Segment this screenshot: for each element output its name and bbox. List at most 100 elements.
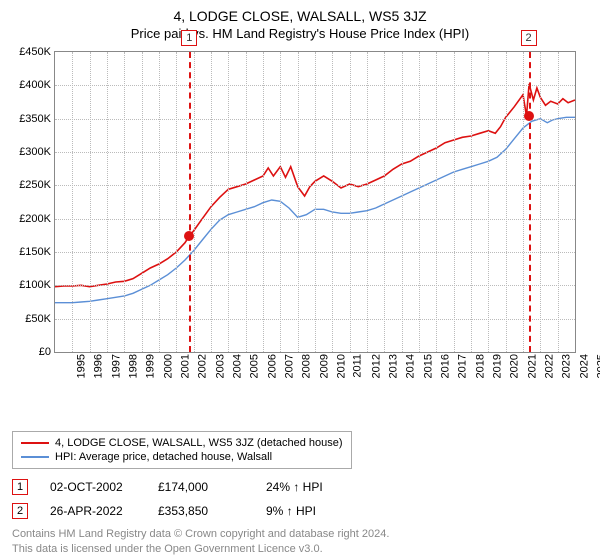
event-row: 2 26-APR-2022 £353,850 9% ↑ HPI xyxy=(12,503,588,519)
x-axis-label: 2001 xyxy=(179,354,191,378)
x-gridline xyxy=(211,52,212,352)
y-axis-label: £150K xyxy=(19,246,55,258)
x-gridline xyxy=(471,52,472,352)
events-table: 1 02-OCT-2002 £174,000 24% ↑ HPI 2 26-AP… xyxy=(12,479,588,519)
x-gridline xyxy=(454,52,455,352)
x-gridline xyxy=(558,52,559,352)
event-marker-badge: 2 xyxy=(521,30,537,46)
x-axis-label: 2006 xyxy=(266,354,278,378)
x-axis-label: 2015 xyxy=(422,354,434,378)
x-axis-label: 2008 xyxy=(301,354,313,378)
x-gridline xyxy=(332,52,333,352)
legend-label: 4, LODGE CLOSE, WALSALL, WS5 3JZ (detach… xyxy=(55,437,343,449)
x-gridline xyxy=(384,52,385,352)
x-gridline xyxy=(159,52,160,352)
x-gridline xyxy=(228,52,229,352)
x-axis-label: 2017 xyxy=(457,354,469,378)
y-axis-label: £250K xyxy=(19,179,55,191)
x-gridline xyxy=(523,52,524,352)
event-price: £353,850 xyxy=(158,504,248,518)
x-axis-label: 1996 xyxy=(93,354,105,378)
legend-swatch xyxy=(21,442,49,444)
attribution-line: Contains HM Land Registry data © Crown c… xyxy=(12,527,588,542)
event-marker-dot xyxy=(184,231,194,241)
x-axis-label: 2002 xyxy=(197,354,209,378)
x-axis-label: 2021 xyxy=(526,354,538,378)
x-gridline xyxy=(402,52,403,352)
x-axis-label: 2024 xyxy=(578,354,590,378)
event-date: 02-OCT-2002 xyxy=(50,480,140,494)
event-delta: 24% ↑ HPI xyxy=(266,480,356,494)
event-marker-dot xyxy=(524,111,534,121)
y-axis-label: £300K xyxy=(19,146,55,158)
x-gridline xyxy=(506,52,507,352)
x-gridline xyxy=(540,52,541,352)
x-axis-label: 2019 xyxy=(491,354,503,378)
event-marker-line xyxy=(189,52,191,352)
y-axis-label: £100K xyxy=(19,279,55,291)
x-axis-label: 2004 xyxy=(231,354,243,378)
x-axis-label: 2009 xyxy=(318,354,330,378)
y-axis-label: £350K xyxy=(19,113,55,125)
event-date: 26-APR-2022 xyxy=(50,504,140,518)
y-axis-label: £200K xyxy=(19,213,55,225)
x-gridline xyxy=(142,52,143,352)
x-gridline xyxy=(124,52,125,352)
chart-title: 4, LODGE CLOSE, WALSALL, WS5 3JZ xyxy=(12,8,588,24)
x-axis-label: 2011 xyxy=(352,354,364,378)
x-axis-label: 2013 xyxy=(387,354,399,378)
y-axis-label: £400K xyxy=(19,79,55,91)
x-gridline xyxy=(436,52,437,352)
x-axis-label: 1997 xyxy=(110,354,122,378)
plot-area: £0£50K£100K£150K£200K£250K£300K£350K£400… xyxy=(54,51,576,353)
attribution: Contains HM Land Registry data © Crown c… xyxy=(12,527,588,557)
x-gridline xyxy=(246,52,247,352)
x-axis-label: 1999 xyxy=(145,354,157,378)
x-axis-label: 2020 xyxy=(509,354,521,378)
event-badge: 2 xyxy=(12,503,28,519)
x-gridline xyxy=(90,52,91,352)
y-axis-label: £50K xyxy=(25,313,55,325)
x-gridline xyxy=(419,52,420,352)
event-badge: 1 xyxy=(12,479,28,495)
x-gridline xyxy=(488,52,489,352)
x-gridline xyxy=(280,52,281,352)
x-gridline xyxy=(194,52,195,352)
x-gridline xyxy=(72,52,73,352)
x-axis-label: 1998 xyxy=(127,354,139,378)
x-gridline xyxy=(367,52,368,352)
legend-label: HPI: Average price, detached house, Wals… xyxy=(55,451,272,463)
x-gridline xyxy=(263,52,264,352)
event-marker-line xyxy=(529,52,531,352)
legend-item: 4, LODGE CLOSE, WALSALL, WS5 3JZ (detach… xyxy=(21,436,343,450)
x-axis-label: 2003 xyxy=(214,354,226,378)
legend-item: HPI: Average price, detached house, Wals… xyxy=(21,450,343,464)
x-gridline xyxy=(107,52,108,352)
x-gridline xyxy=(298,52,299,352)
x-axis-label: 2007 xyxy=(283,354,295,378)
event-row: 1 02-OCT-2002 £174,000 24% ↑ HPI xyxy=(12,479,588,495)
event-price: £174,000 xyxy=(158,480,248,494)
x-axis-label: 2016 xyxy=(439,354,451,378)
x-axis-label: 2022 xyxy=(543,354,555,378)
x-gridline xyxy=(315,52,316,352)
event-marker-badge: 1 xyxy=(181,30,197,46)
x-gridline xyxy=(176,52,177,352)
x-axis-label: 2010 xyxy=(335,354,347,378)
legend: 4, LODGE CLOSE, WALSALL, WS5 3JZ (detach… xyxy=(12,431,352,469)
y-axis-label: £450K xyxy=(19,46,55,58)
chart-container: £0 £50K £100K £150K £200K £250K £300K £350K £400… xyxy=(12,47,588,383)
x-axis-label: 2025 xyxy=(595,354,600,378)
legend-swatch xyxy=(21,456,49,458)
x-axis-label: 1995 xyxy=(75,354,87,378)
x-axis-label: 2014 xyxy=(405,354,417,378)
x-gridline xyxy=(350,52,351,352)
chart-subtitle: Price paid vs. HM Land Registry's House … xyxy=(12,26,588,41)
event-delta: 9% ↑ HPI xyxy=(266,504,356,518)
x-axis-label: 2000 xyxy=(162,354,174,378)
y-axis-label: £0 xyxy=(39,346,55,358)
x-axis-label: 2018 xyxy=(474,354,486,378)
attribution-line: This data is licensed under the Open Gov… xyxy=(12,542,588,557)
x-axis-label: 2023 xyxy=(561,354,573,378)
x-axis-label: 2012 xyxy=(370,354,382,378)
